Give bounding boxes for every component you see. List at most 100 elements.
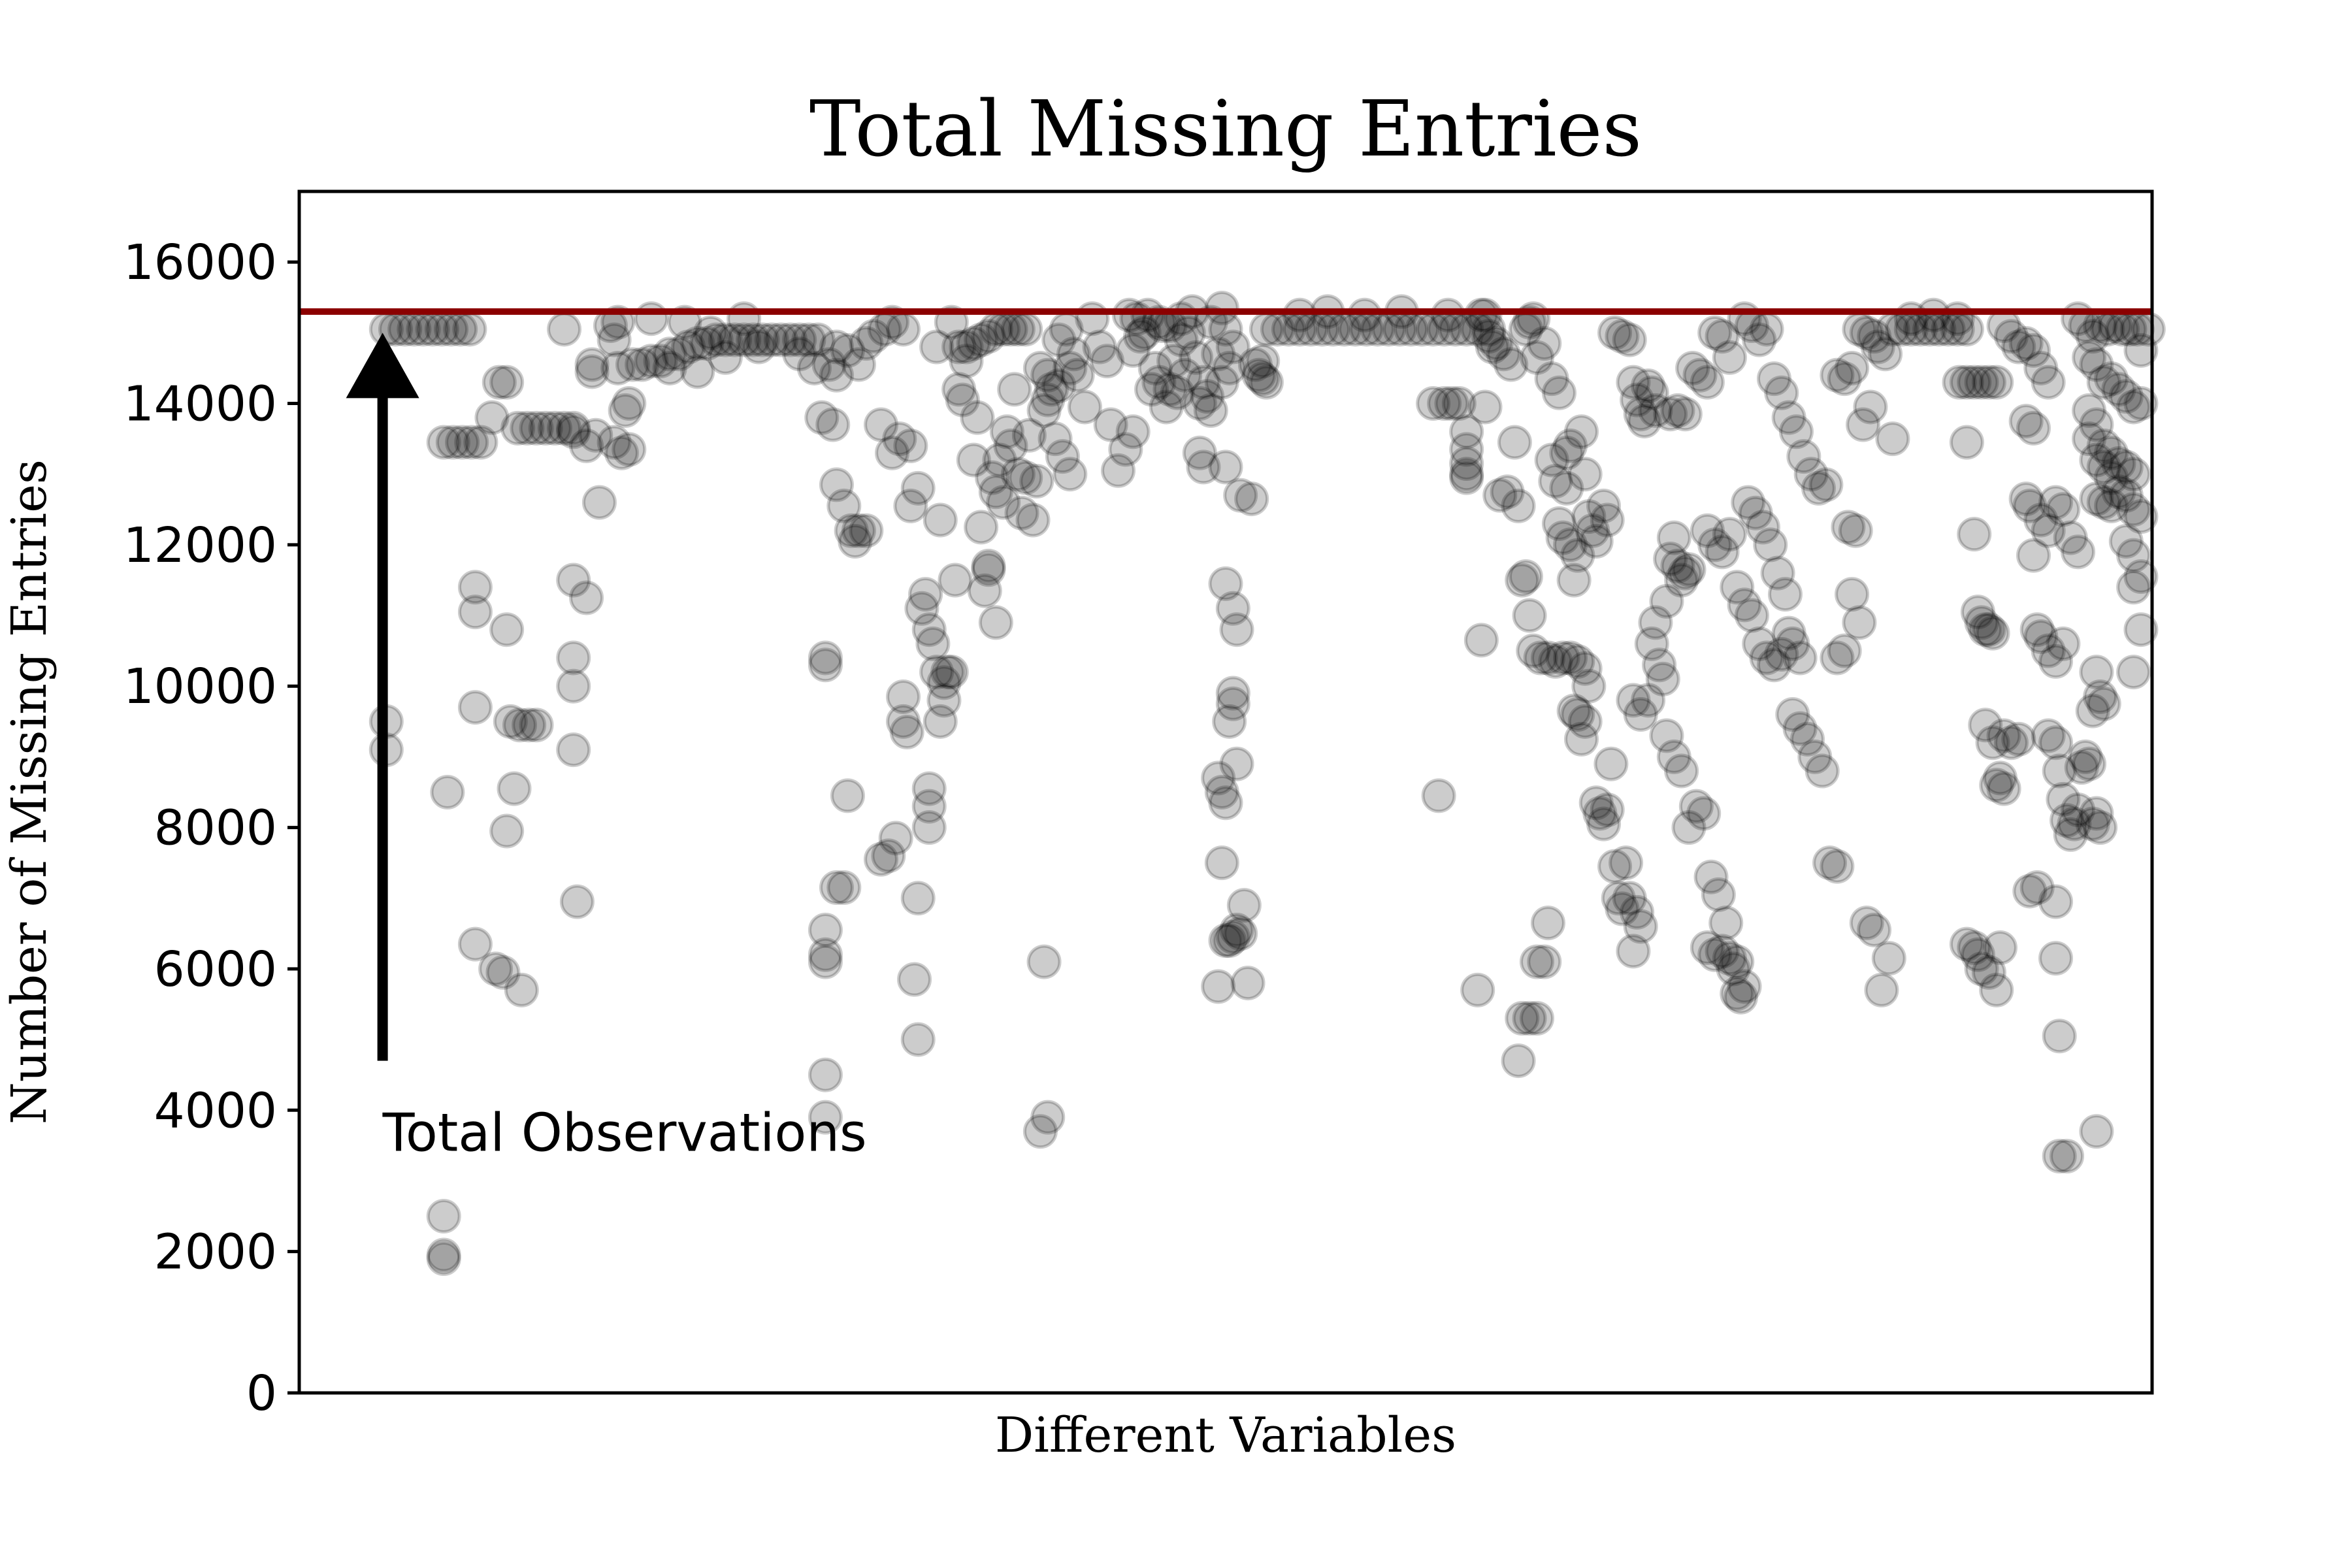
data-point [2046, 626, 2081, 661]
data-point [2016, 410, 2051, 446]
data-point [2064, 750, 2099, 785]
data-point [2108, 379, 2144, 414]
data-point [1664, 563, 1699, 598]
data-point [2108, 449, 2144, 485]
data-point [1093, 407, 1128, 442]
data-point [1541, 506, 1576, 541]
data-point [1219, 746, 1254, 781]
data-point [1164, 301, 1199, 336]
data-point [1712, 517, 1747, 552]
data-point [1416, 386, 1451, 421]
chart-title: Total Missing Entries [809, 84, 1642, 174]
data-point [1467, 297, 1503, 333]
data-point [1130, 297, 1166, 333]
data-point [1427, 386, 1462, 421]
data-point [1705, 534, 1740, 570]
data-point [574, 347, 610, 382]
data-point [1857, 319, 1892, 354]
data-point [1820, 849, 1855, 884]
data-point [736, 322, 771, 357]
data-point [1605, 319, 1640, 354]
data-point [2083, 810, 2118, 845]
data-point [2075, 806, 2110, 841]
data-point [556, 410, 591, 446]
data-point [1623, 909, 1658, 944]
data-point [1767, 577, 1803, 612]
data-point [1538, 464, 1573, 499]
data-point [1782, 640, 1818, 676]
data-point [763, 322, 798, 357]
data-point [811, 347, 847, 382]
data-point [1745, 510, 1780, 545]
data-point [2008, 482, 2044, 517]
data-point [581, 485, 617, 520]
data-point [1979, 972, 2014, 1007]
data-point [1831, 510, 1866, 545]
data-point [1523, 640, 1558, 676]
data-point [971, 548, 1006, 583]
data-point [1527, 326, 1562, 361]
data-point [1204, 365, 1239, 400]
data-point [841, 347, 876, 382]
data-point [2023, 619, 2059, 655]
data-point [727, 322, 762, 357]
data-point [547, 312, 582, 347]
data-point [1727, 969, 1762, 1004]
data-point [2086, 365, 2121, 400]
data-point [1671, 552, 1707, 587]
data-point [834, 513, 869, 548]
data-point [819, 329, 854, 365]
data-point [1567, 704, 1603, 739]
data-point [1560, 644, 1595, 679]
data-point [1430, 297, 1465, 333]
data-point [1567, 457, 1603, 492]
data-point [1616, 683, 1651, 718]
data-point [2079, 655, 2114, 690]
data-point [1949, 926, 1984, 962]
data-point [1616, 934, 1651, 969]
data-point [1082, 329, 1117, 365]
y-tick-label: 2000 [154, 1224, 277, 1281]
data-point [1664, 753, 1699, 789]
data-point [956, 326, 991, 361]
data-point [1204, 290, 1239, 325]
data-point [893, 488, 928, 523]
data-point [2031, 718, 2066, 753]
data-point [1478, 326, 1514, 361]
data-point [2123, 612, 2159, 647]
data-point [2123, 333, 2159, 368]
data-point [1556, 563, 1592, 598]
data-point [1957, 517, 1992, 552]
data-point [997, 372, 1032, 407]
data-point [1089, 344, 1124, 379]
data-point [1160, 375, 1195, 410]
data-point [1019, 464, 1054, 499]
data-point [474, 400, 510, 435]
data-point [856, 319, 891, 354]
data-point [1968, 708, 2003, 743]
data-point [1215, 686, 1250, 721]
data-point [634, 301, 669, 336]
data-point [1697, 527, 1733, 563]
data-point [967, 573, 1002, 608]
data-point [1756, 361, 1791, 397]
data-point [1949, 365, 1984, 400]
data-point [1749, 312, 1784, 347]
data-point [1667, 397, 1703, 432]
data-point [1705, 319, 1740, 354]
data-point [1075, 301, 1110, 336]
data-point [1620, 382, 1655, 417]
data-point [1471, 319, 1507, 354]
data-point [1208, 566, 1243, 601]
data-point [1727, 587, 1762, 623]
data-point [1771, 615, 1806, 651]
data-point [1864, 972, 1899, 1007]
data-point [2101, 474, 2136, 510]
data-point [1060, 357, 1095, 393]
data-point [1215, 329, 1250, 365]
data-point [1645, 661, 1680, 696]
data-point [1249, 365, 1284, 400]
data-point [445, 425, 480, 460]
data-point [1716, 951, 1751, 987]
data-point [1152, 372, 1188, 407]
